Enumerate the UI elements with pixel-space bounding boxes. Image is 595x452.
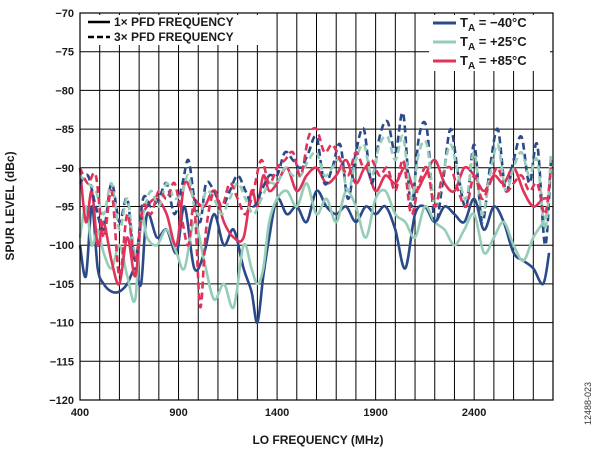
y-tick-label: −115 [50,356,74,368]
y-tick-label: −105 [49,279,74,291]
series-line-1x-−40 [78,189,551,324]
legend-pfd-background [83,15,276,45]
legend-temperature-label: TA = +25°C [460,34,527,53]
y-tick-label: −80 [55,85,74,97]
y-tick-label: −100 [49,240,74,252]
x-axis-label: LO FREQUENCY (MHz) [252,433,383,447]
series-line-3x-+85 [78,126,553,309]
series-line-3x-+25 [79,134,553,255]
legend-pfd-label: 3× PFD FREQUENCY [114,30,234,44]
legend-temperature: TA = −40°CTA = +25°CTA = +85°C [429,15,550,72]
y-axis-label: SPUR LEVEL (dBc) [3,151,17,260]
legend-temperature-label: TA = −40°C [460,15,527,34]
y-tick-labels: −70 −75 −80 −85 −90 −95 −100 −105 −110 −115 −120 [49,8,74,407]
x-tick-label: 1400 [265,407,289,419]
x-tick-label: 2400 [462,407,486,419]
y-tick-label: −110 [50,318,74,330]
y-tick-label: −85 [55,124,74,136]
x-tick-label: 900 [169,407,187,419]
x-tick-label: 400 [71,407,89,419]
figure-id: 12488-023 [583,382,593,425]
plot-frame [79,12,554,401]
legend-temperature-label: TA = +85°C [460,53,527,72]
y-tick-label: −95 [55,202,74,214]
legend-pfd-label: 1× PFD FREQUENCY [114,15,234,29]
y-tick-label: −120 [49,395,74,407]
x-tick-labels: 400 900 1400 1900 2400 [71,407,487,419]
series-layer [78,111,553,324]
x-tick-label: 1900 [363,407,387,419]
y-tick-label: −90 [55,163,74,175]
y-tick-label: −75 [55,47,74,59]
y-tick-label: −70 [55,8,74,20]
